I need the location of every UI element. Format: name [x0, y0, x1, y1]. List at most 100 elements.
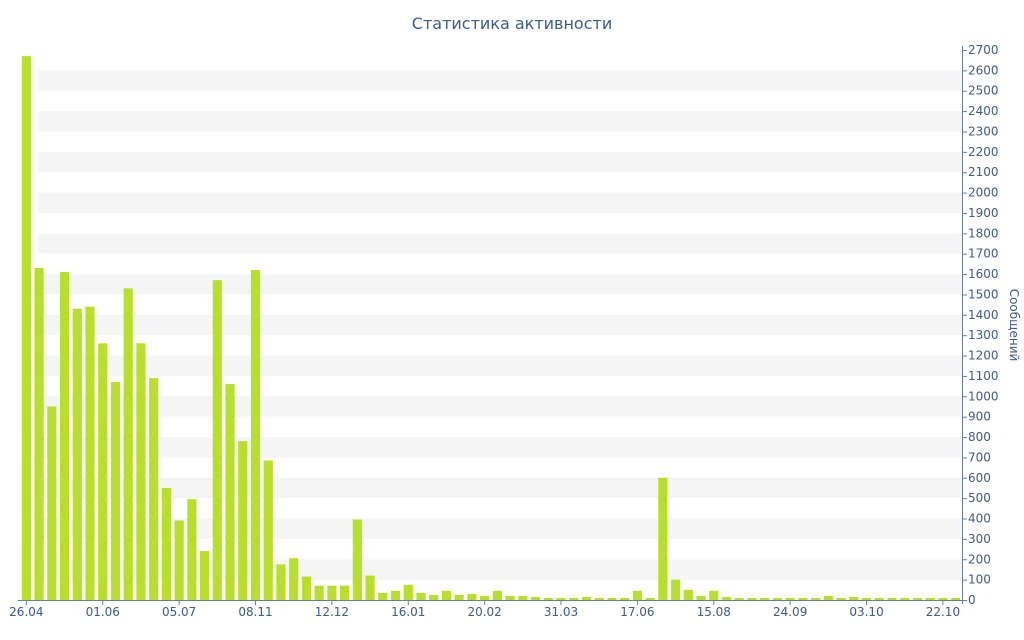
bar — [518, 595, 528, 600]
bar — [110, 382, 121, 600]
y-tick-label: 100 — [968, 573, 991, 587]
grid-bands — [38, 70, 962, 580]
grid-band — [38, 477, 962, 499]
bar — [289, 558, 299, 600]
grid-band — [38, 70, 962, 91]
bar — [174, 520, 184, 600]
y-tick-label: 1500 — [968, 287, 999, 301]
bar — [454, 594, 464, 600]
bar — [212, 280, 222, 600]
bar — [849, 596, 859, 600]
bar — [378, 592, 388, 600]
chart-title: Статистика активности — [411, 14, 613, 33]
bar — [670, 579, 681, 600]
bar — [861, 597, 872, 600]
x-tick-label: 24.09 — [773, 605, 807, 619]
x-tick-label: 31.03 — [544, 605, 578, 619]
bar — [620, 597, 630, 600]
bar — [21, 56, 31, 601]
bar — [747, 597, 757, 600]
bar — [429, 594, 439, 600]
bar — [365, 575, 375, 600]
grid-band — [38, 314, 962, 336]
bar — [556, 597, 566, 600]
bar — [250, 270, 261, 600]
bar — [263, 460, 273, 600]
bar — [658, 477, 668, 600]
y-tick-label: 0 — [968, 593, 976, 607]
x-tick-label: 26.04 — [9, 605, 43, 619]
bar — [123, 288, 133, 600]
y-tick-label: 2400 — [968, 104, 999, 118]
x-tick-label: 22.10 — [926, 605, 960, 619]
y-tick-label: 1400 — [968, 308, 999, 322]
bar — [85, 306, 95, 600]
bar — [569, 597, 579, 600]
bar — [798, 597, 808, 600]
grid-band — [38, 437, 962, 458]
bar — [951, 597, 961, 600]
grid-band — [38, 274, 962, 295]
bar — [836, 597, 846, 600]
grid-band — [38, 355, 962, 376]
bar — [543, 597, 553, 600]
axes — [18, 46, 963, 604]
x-tick-label: 15.08 — [697, 605, 731, 619]
bar — [811, 597, 821, 600]
y-tick-label: 2100 — [968, 165, 999, 179]
bar — [98, 343, 108, 600]
x-tick-label: 17.06 — [620, 605, 654, 619]
y-tick-label: 1200 — [968, 349, 999, 363]
y-tick-label: 1000 — [968, 389, 999, 403]
y-tick-label: 200 — [968, 552, 991, 566]
bar — [594, 597, 604, 600]
y-tick-label: 2000 — [968, 186, 999, 200]
bar — [352, 519, 362, 600]
bar — [772, 597, 783, 600]
bar — [874, 597, 884, 600]
bar — [632, 590, 642, 600]
bar — [492, 590, 502, 600]
bar — [59, 272, 70, 600]
bar-group — [21, 56, 961, 601]
grid-band — [38, 111, 962, 132]
bar — [301, 576, 312, 600]
bar — [199, 551, 210, 600]
bar — [887, 597, 897, 600]
bar — [709, 590, 719, 600]
y-tick-label: 900 — [968, 410, 991, 424]
bar — [530, 596, 541, 600]
grid-band — [38, 151, 962, 173]
bar — [327, 585, 337, 600]
bar — [925, 597, 935, 600]
bar — [416, 592, 426, 600]
bar — [938, 597, 948, 600]
y-tick-label: 1700 — [968, 247, 999, 261]
bar — [581, 596, 592, 600]
bar — [187, 499, 197, 600]
y-axis-ticks: 0 100 200 300 400 500 600 700 800 900 1000 1100 1200… — [962, 43, 999, 607]
y-tick-label: 1300 — [968, 328, 999, 342]
y-tick-label: 800 — [968, 430, 991, 444]
bar — [149, 377, 159, 600]
y-tick-label: 2600 — [968, 63, 999, 77]
grid-band — [38, 396, 962, 417]
bar — [276, 564, 286, 600]
y-tick-label: 2200 — [968, 145, 999, 159]
bar — [72, 308, 82, 600]
x-tick-label: 20.02 — [467, 605, 501, 619]
bar — [340, 585, 350, 600]
bar — [480, 595, 490, 600]
bar — [441, 590, 452, 600]
x-tick-label: 05.07 — [162, 605, 196, 619]
bar — [823, 595, 833, 600]
y-tick-label: 1100 — [968, 369, 999, 383]
x-tick-label: 01.06 — [86, 605, 120, 619]
y-tick-label: 1800 — [968, 226, 999, 240]
bar — [47, 406, 57, 600]
bar — [34, 267, 44, 600]
bar — [314, 585, 324, 600]
y-tick-label: 500 — [968, 491, 991, 505]
x-tick-label: 08.11 — [238, 605, 272, 619]
